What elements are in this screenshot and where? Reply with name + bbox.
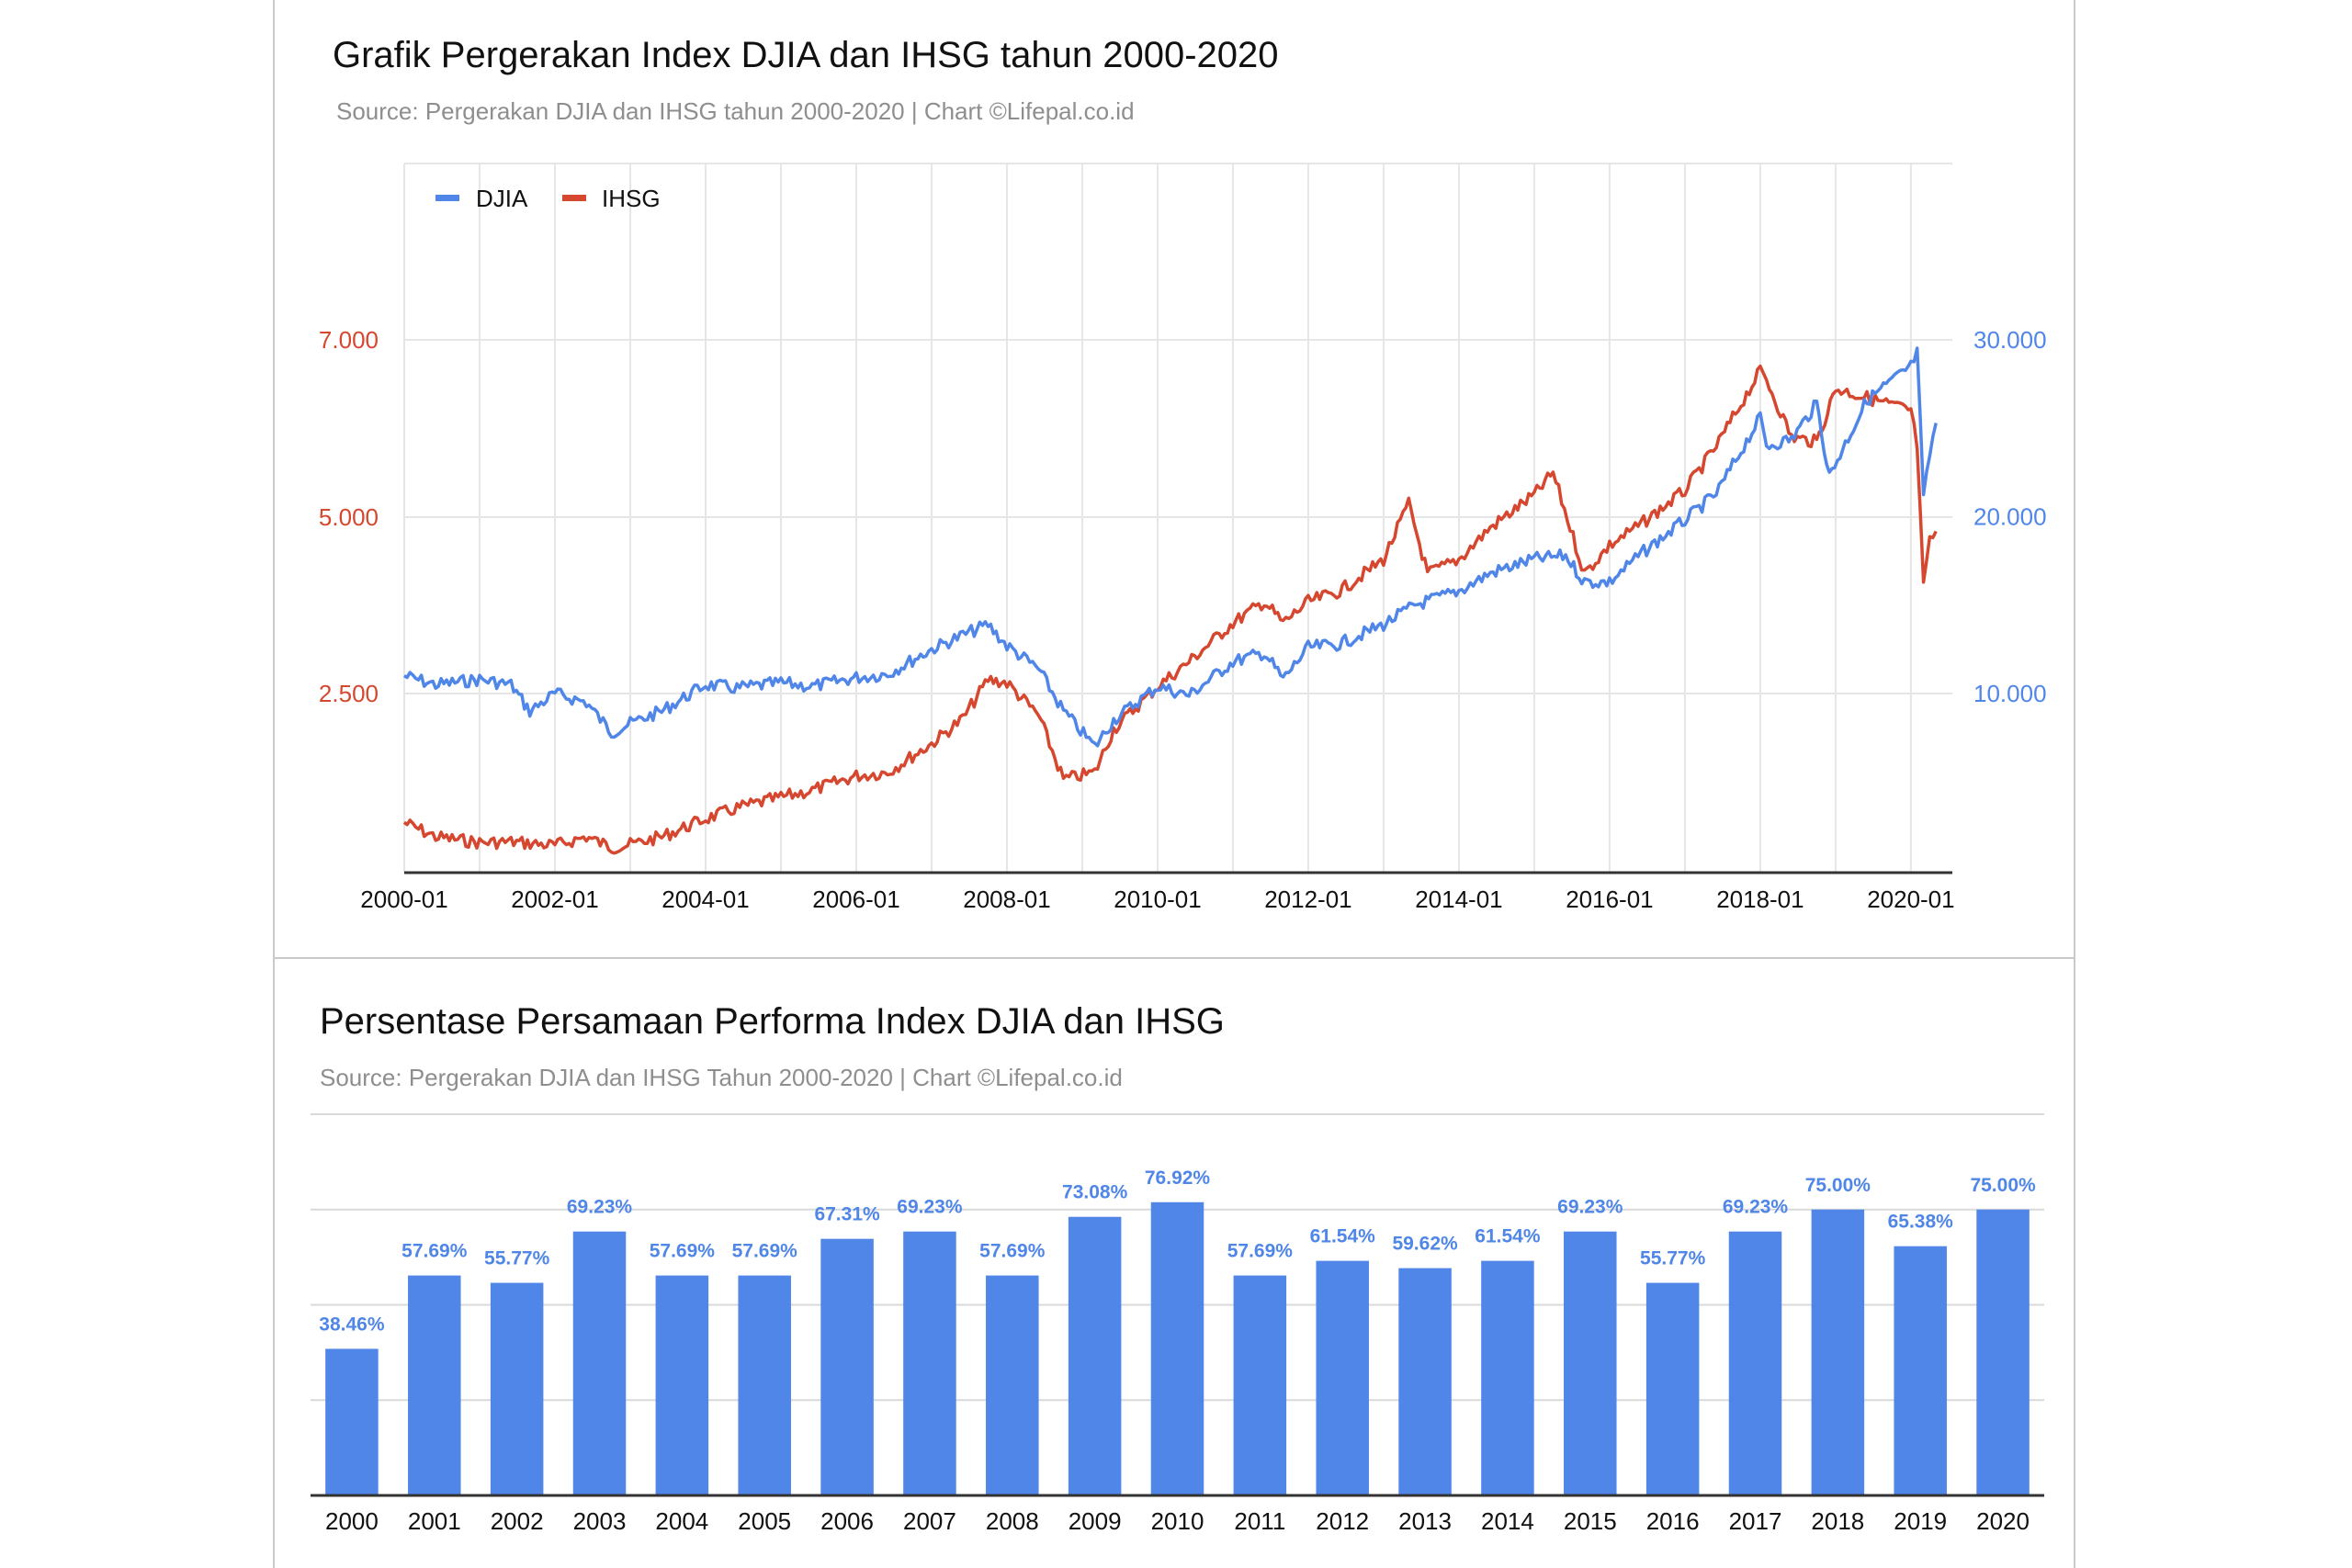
bar-value-label: 65.38% xyxy=(1888,1212,1954,1233)
bar-value-label: 67.31% xyxy=(814,1204,880,1225)
x-tick-label: 2002 xyxy=(491,1507,544,1535)
bar-value-label: 69.23% xyxy=(1723,1197,1789,1218)
legend-swatch-ihsg xyxy=(562,195,586,201)
bar xyxy=(1564,1231,1617,1495)
series-line-ihsg xyxy=(402,364,1938,855)
x-tick-label: 2017 xyxy=(1729,1507,1782,1535)
line-chart-grid xyxy=(403,163,1952,873)
x-tick-label: 2006-01 xyxy=(812,886,899,913)
x-tick-label: 2015 xyxy=(1564,1507,1617,1535)
chart-panel-frame xyxy=(273,0,2075,1568)
bar-value-label: 55.77% xyxy=(1640,1248,1706,1269)
x-tick-label: 2004-01 xyxy=(662,886,749,913)
line-chart-title: Grafik Pergerakan Index DJIA dan IHSG ta… xyxy=(333,35,1279,75)
legend-label-ihsg: IHSG xyxy=(602,185,661,212)
legend-swatch-djia xyxy=(435,195,459,201)
bar xyxy=(1316,1260,1369,1495)
bar-value-label: 38.46% xyxy=(319,1314,385,1335)
bar-value-label: 57.69% xyxy=(650,1241,716,1262)
x-tick-label: 2004 xyxy=(655,1507,708,1535)
x-tick-label: 2009 xyxy=(1069,1507,1122,1535)
x-tick-label: 2020 xyxy=(1976,1507,2030,1535)
legend-label-djia: DJIA xyxy=(476,185,528,212)
panel-divider xyxy=(273,957,2075,959)
bar xyxy=(1150,1201,1204,1495)
bar xyxy=(1645,1282,1700,1495)
bar-value-label: 73.08% xyxy=(1062,1182,1128,1203)
bar-value-label: 57.69% xyxy=(732,1241,798,1262)
x-tick-label: 2008 xyxy=(986,1507,1039,1535)
x-tick-label: 2014-01 xyxy=(1415,886,1502,913)
x-tick-label: 2019 xyxy=(1894,1507,1947,1535)
y-right-tick-label: 30.000 xyxy=(1973,326,2047,354)
x-tick-label: 2014 xyxy=(1481,1507,1534,1535)
x-tick-label: 2008-01 xyxy=(963,886,1050,913)
bar-value-label: 69.23% xyxy=(567,1197,633,1218)
x-tick-label: 2005 xyxy=(738,1507,791,1535)
bar xyxy=(1481,1260,1534,1495)
bar xyxy=(408,1275,461,1495)
series-line-djia xyxy=(403,346,1938,748)
bar xyxy=(1398,1268,1452,1495)
bar xyxy=(738,1275,791,1495)
bar xyxy=(1068,1216,1122,1495)
x-tick-label: 2002-01 xyxy=(511,886,598,913)
x-tick-label: 2007 xyxy=(903,1507,956,1535)
y-left-tick-label: 2.500 xyxy=(319,680,379,707)
bar-value-label: 69.23% xyxy=(897,1197,963,1218)
x-tick-label: 2012 xyxy=(1316,1507,1369,1535)
x-tick-label: 2020-01 xyxy=(1867,886,1954,913)
bar-value-label: 75.00% xyxy=(1970,1175,2036,1196)
line-chart: 2000-01 2002-01 2004-01 2006-01 2008-01 2010-… xyxy=(319,163,2047,913)
bar xyxy=(1976,1209,2030,1495)
x-tick-label: 2013 xyxy=(1398,1507,1452,1535)
bar-value-label: 57.69% xyxy=(979,1241,1046,1262)
line-chart-subtitle: Source: Pergerakan DJIA dan IHSG tahun 2… xyxy=(336,97,1135,125)
bar xyxy=(1728,1231,1782,1495)
bar-chart-title: Persentase Persamaan Performa Index DJIA… xyxy=(320,1001,1225,1042)
bar xyxy=(1811,1209,1865,1495)
x-tick-label: 2006 xyxy=(820,1507,874,1535)
bar xyxy=(903,1231,956,1495)
bar-value-label: 69.23% xyxy=(1557,1197,1623,1218)
x-tick-label: 2018-01 xyxy=(1716,886,1804,913)
bar xyxy=(655,1275,709,1495)
bar-value-label: 57.69% xyxy=(401,1241,468,1262)
bar-value-label: 55.77% xyxy=(484,1248,550,1269)
bar xyxy=(490,1282,544,1495)
bar-value-label: 57.69% xyxy=(1227,1241,1294,1262)
x-tick-label: 2012-01 xyxy=(1264,886,1351,913)
bar-value-label: 61.54% xyxy=(1310,1226,1376,1247)
x-tick-label: 2010-01 xyxy=(1114,886,1201,913)
x-tick-label: 2011 xyxy=(1234,1507,1285,1535)
x-tick-label: 2003 xyxy=(573,1507,627,1535)
bar-value-label: 59.62% xyxy=(1392,1234,1458,1255)
line-chart-legend: DJIA IHSG xyxy=(435,185,661,212)
bar xyxy=(325,1348,379,1495)
bar xyxy=(820,1238,874,1495)
x-tick-label: 2000-01 xyxy=(360,886,447,913)
bar xyxy=(986,1275,1039,1495)
x-tick-label: 2000 xyxy=(325,1507,379,1535)
y-left-tick-label: 7.000 xyxy=(319,326,379,354)
y-left-tick-label: 5.000 xyxy=(319,503,379,531)
x-tick-label: 2018 xyxy=(1811,1507,1864,1535)
bar xyxy=(572,1231,627,1495)
x-tick-label: 2016 xyxy=(1646,1507,1700,1535)
bar-value-label: 75.00% xyxy=(1805,1175,1871,1196)
bar-value-label: 76.92% xyxy=(1145,1168,1211,1189)
x-tick-label: 2010 xyxy=(1151,1507,1204,1535)
y-right-tick-label: 10.000 xyxy=(1973,680,2047,707)
y-right-tick-label: 20.000 xyxy=(1973,503,2047,531)
bar-chart-subtitle: Source: Pergerakan DJIA dan IHSG Tahun 2… xyxy=(320,1064,1123,1091)
x-tick-label: 2001 xyxy=(408,1507,461,1535)
bar-value-label: 61.54% xyxy=(1475,1226,1541,1247)
x-tick-label: 2016-01 xyxy=(1566,886,1653,913)
bar xyxy=(1233,1275,1287,1495)
bar xyxy=(1894,1246,1947,1495)
